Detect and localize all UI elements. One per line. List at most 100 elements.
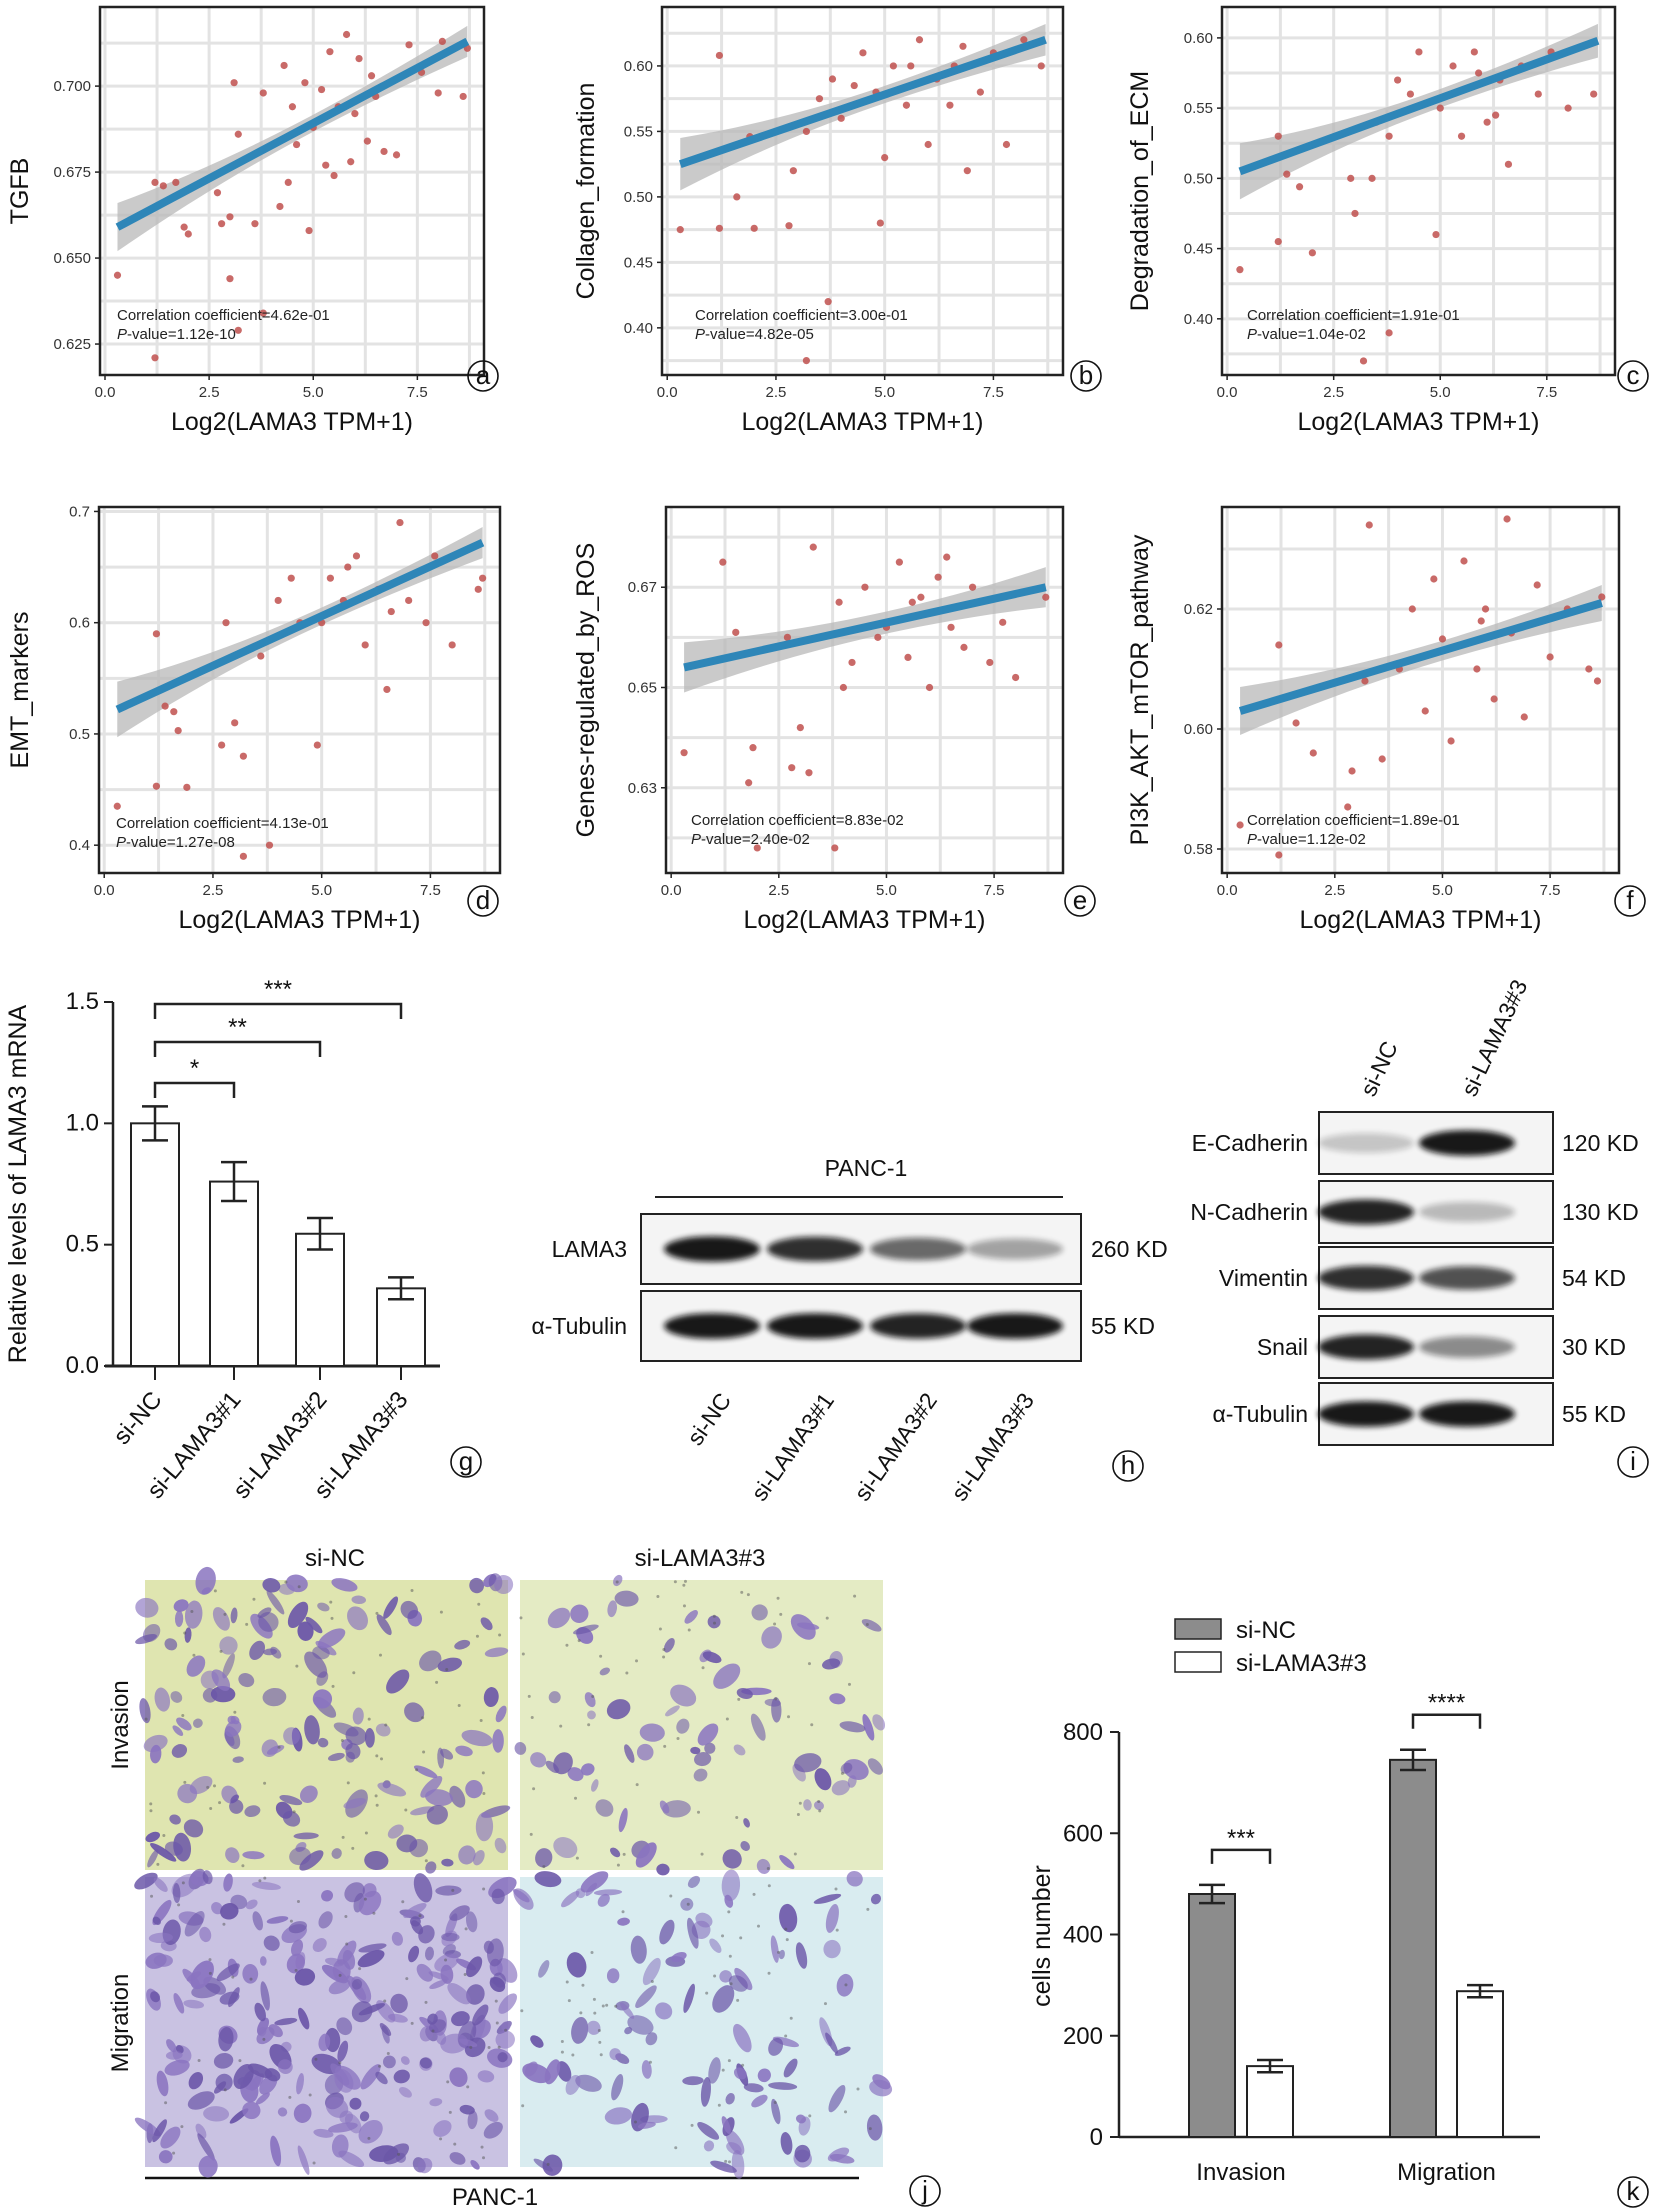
data-point [1490,695,1498,703]
stained-cell [585,1882,598,1897]
stained-cell [725,2092,735,2105]
p-value: P-value=4.82e-05 [695,326,814,343]
stained-cell [364,1851,389,1871]
pore [579,2011,583,2015]
data-point [183,783,191,791]
stained-cell [288,1921,307,1934]
stained-cell [324,1957,344,1967]
confidence-band [1239,23,1598,200]
pore [181,1714,185,1718]
stained-cell [187,2091,215,2110]
stained-cell [761,1626,782,1649]
stained-cell [700,2077,711,2107]
stained-cell [261,1739,279,1757]
pore [673,1580,677,1584]
pore [351,1846,355,1850]
stained-cell [803,1799,812,1811]
y-axis-label: Degradation_of_ECM [1126,71,1154,311]
stained-cell [703,2140,715,2152]
pore [149,1802,153,1806]
pore [767,1884,771,1888]
stained-cell [274,2017,298,2026]
stained-cell [219,1636,238,1655]
stained-cell [345,1751,356,1763]
pore [727,2059,731,2063]
stained-cell [216,1963,240,1982]
stained-cell [435,1885,462,1896]
pore [263,1876,267,1880]
pore [615,1580,619,1584]
stained-cell [676,1718,690,1734]
blot-label: α-Tubulin [1212,1401,1308,1427]
data-point [1449,62,1457,70]
stained-cell [336,2017,353,2036]
correlation-coefficient: Correlation coefficient=8.83e-02 [691,812,904,829]
stained-cell [220,1903,239,1920]
stained-cell [725,2129,745,2155]
stained-cell [719,1970,732,1983]
data-point [172,178,180,187]
stained-cell [351,1979,363,1990]
data-point [276,202,284,211]
pore [344,1914,348,1918]
data-point [680,749,688,757]
stained-cell [199,1926,212,1943]
stained-cell [260,1981,270,2011]
pore [338,2061,342,2065]
data-point [1308,249,1316,257]
panel-label-circle [1614,885,1646,917]
data-point [1408,605,1416,613]
data-point [259,89,267,97]
data-point [431,552,439,560]
data-point [809,543,817,551]
data-point [1012,673,1020,682]
stained-cell [637,2121,656,2129]
stained-cell [218,2027,234,2052]
pore [284,1580,288,1584]
x-axis-label: Log2(LAMA3 TPM+1) [743,906,985,934]
pore [374,1794,378,1798]
stained-cell [270,1646,282,1659]
stained-cell [533,2158,553,2172]
y-tick-label: 0.625 [53,336,91,353]
stained-cell [491,1888,505,1905]
correlation-coefficient: Correlation coefficient=4.62e-01 [117,307,330,324]
y-tick-label: 0.62 [1184,601,1213,618]
stained-cell [538,1960,550,1978]
pore [448,2110,452,2114]
x-tick-label: Invasion [1196,2159,1285,2186]
pore [746,1593,750,1597]
stained-cell [751,2094,768,2108]
stained-cell [624,2026,633,2035]
pore [520,2009,524,2013]
y-tick-label: 0.63 [628,780,657,797]
stained-cell [345,1726,367,1746]
stained-cell [358,2003,386,2016]
significance-bracket [153,1081,236,1098]
pore [740,1590,744,1594]
p-italic: P [695,326,705,343]
stained-cell [153,1877,168,1892]
stained-cell [352,1707,364,1725]
stained-cell [556,2061,572,2082]
stained-cell [814,1768,832,1791]
pore [177,1903,181,1907]
pore [840,1771,844,1775]
pore [208,1958,212,1962]
data-point [719,558,727,566]
panel-label-letter: b [1079,360,1093,390]
data-point [251,220,259,228]
blot-row-Vimentin [1318,1246,1554,1310]
stained-cell [259,1956,267,1966]
stained-cell [296,2073,305,2095]
pore [727,2160,731,2164]
panel-label-circle [1617,360,1649,392]
data-point [908,598,916,606]
stained-cell [192,1718,203,1728]
stained-cell [266,1590,285,1615]
pore [263,1781,267,1785]
stained-cell [544,2059,561,2085]
y-tick-label: 0.0 [66,1352,99,1379]
pore [798,1801,802,1805]
stained-cell [383,2143,410,2165]
